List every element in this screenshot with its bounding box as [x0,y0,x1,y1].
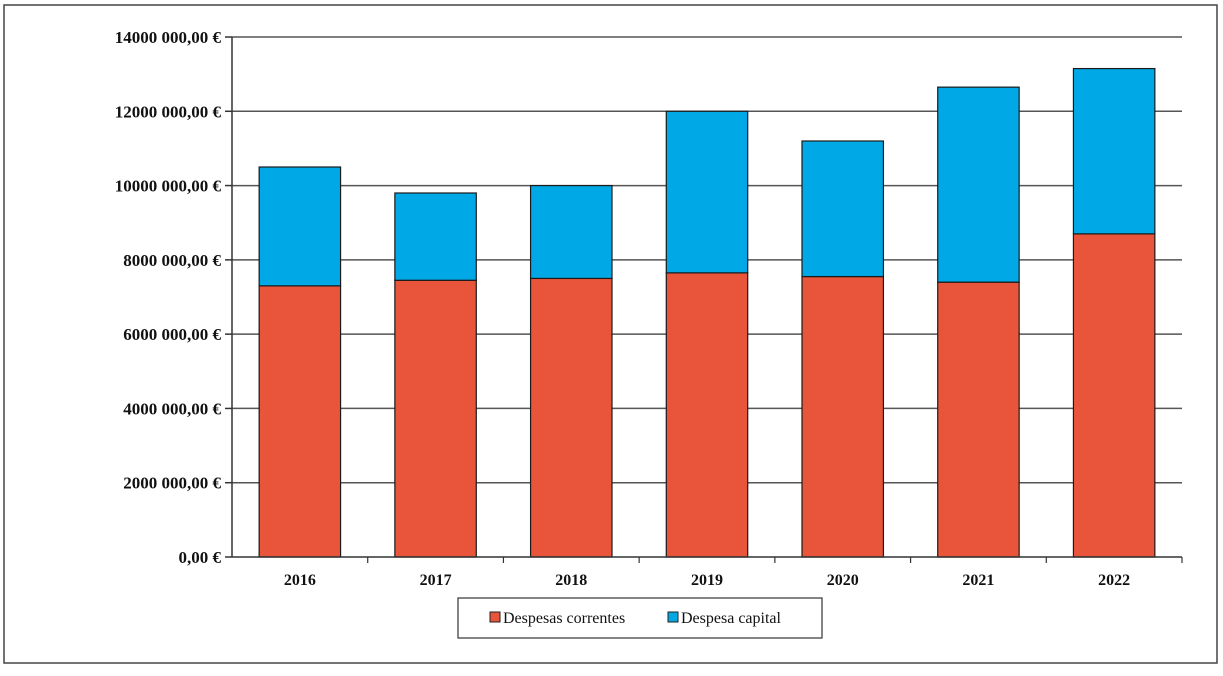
x-tick-label: 2021 [962,572,994,589]
legend-box [457,597,823,639]
bar-despesas-correntes-2017 [394,279,477,558]
legend: Despesas correntes Despesa capital [457,597,823,639]
y-tick-label: 14000 000,00 € [115,28,222,47]
y-tick-label: 4000 000,00 € [123,399,221,418]
y-tick-label: 12000 000,00 € [115,102,222,121]
bar-despesas-correntes-2020 [801,275,885,558]
bar-despesas-correntes-2019 [665,272,749,558]
bar-despesa-capital-2022 [1072,67,1156,235]
bar-despesas-correntes-2018 [529,277,613,558]
legend-swatch-despesas-correntes [489,611,501,623]
bar-despesa-capital-2020 [801,140,885,278]
bar-despesas-correntes-2016 [258,285,342,558]
y-tick-label: 6000 000,00 € [123,325,221,344]
y-tick-label: 0,00 € [179,548,222,567]
x-tick-label: 2017 [420,572,452,589]
bar-despesa-capital-2016 [258,166,342,287]
bar-despesa-capital-2021 [937,86,1020,283]
y-tick-label: 10000 000,00 € [115,177,222,196]
axis-layer: 0,00 € 2000 000,00 € 4000 000,00 € 6000 000… [115,28,1183,589]
legend-label: Despesa capital [681,610,782,627]
bars-layer [258,67,1156,558]
x-tick-label: 2016 [284,572,316,589]
bar-despesas-correntes-2021 [937,281,1020,558]
x-tick-label: 2018 [555,572,587,589]
y-tick-label: 2000 000,00 € [123,474,221,493]
bar-despesa-capital-2018 [529,184,613,280]
bar-despesa-capital-2019 [665,110,749,274]
bar-despesa-capital-2017 [394,192,477,281]
legend-label: Despesas correntes [503,610,625,627]
y-tick-label: 8000 000,00 € [123,251,221,270]
x-tick-label: 2022 [1098,572,1130,589]
x-tick-label: 2020 [827,572,859,589]
legend-swatch-despesa-capital [667,611,679,623]
bar-despesas-correntes-2022 [1072,233,1156,558]
x-tick-label: 2019 [691,572,723,589]
